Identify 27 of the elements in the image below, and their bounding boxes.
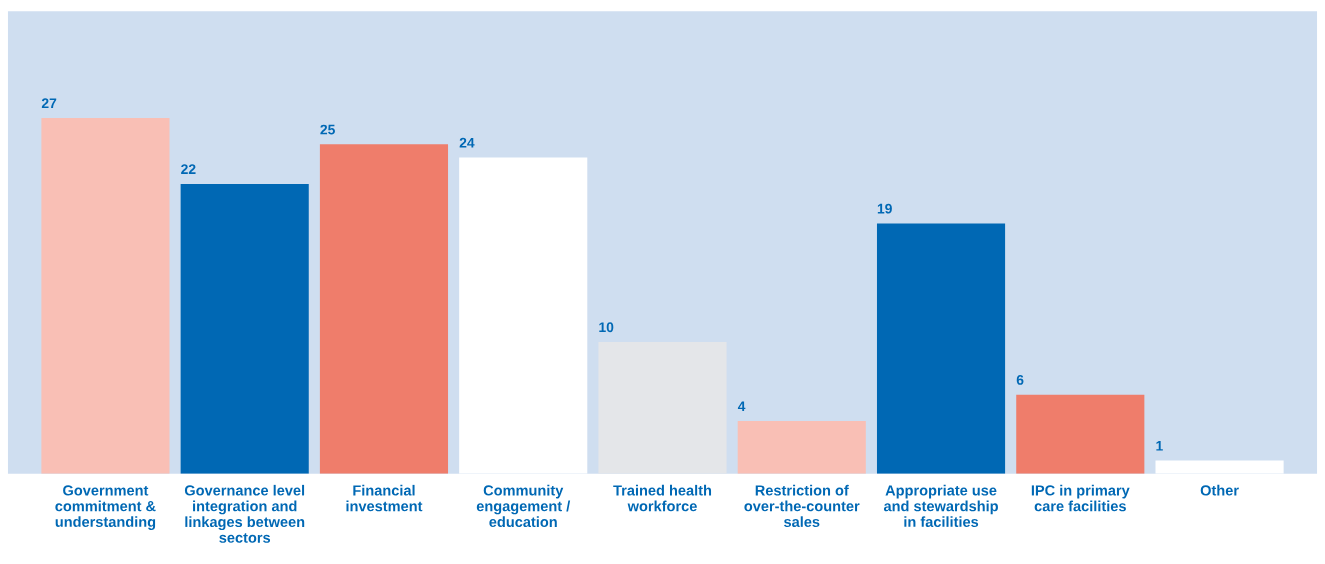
x-tick-label: IPC in primary care facilities: [1031, 484, 1130, 512]
bar: [1016, 394, 1145, 474]
bar: [598, 342, 727, 474]
bar: [459, 157, 588, 474]
bar: [180, 183, 309, 474]
data-label: 4: [737, 401, 746, 412]
data-label: 19: [877, 203, 892, 214]
data-label: 22: [181, 164, 196, 174]
x-tick-label: Other: [1200, 484, 1239, 496]
bar: [1155, 460, 1284, 474]
data-label: 10: [599, 322, 614, 333]
data-label: 24: [459, 137, 475, 148]
x-tick-label: Government commitment & understanding: [55, 485, 156, 530]
bar: [41, 118, 170, 474]
x-tick-label: Financial investment: [346, 484, 423, 512]
x-tick-label: Community engagement / education: [476, 484, 571, 528]
x-tick-label: Trained health workforce: [613, 484, 712, 512]
bar: [319, 144, 449, 474]
x-tick-label: Appropriate use and stewardship in facilities: [883, 484, 998, 527]
data-label: 6: [1016, 375, 1024, 385]
bar: [737, 421, 866, 474]
data-label: 27: [41, 98, 57, 109]
x-tick-label: Restriction of over-the-counter sales: [744, 484, 860, 527]
data-label: 1: [1156, 441, 1163, 451]
bar: [876, 223, 1006, 474]
data-label: 25: [320, 124, 335, 135]
x-tick-label: Governance level integration and linkages between sectors: [184, 484, 305, 543]
